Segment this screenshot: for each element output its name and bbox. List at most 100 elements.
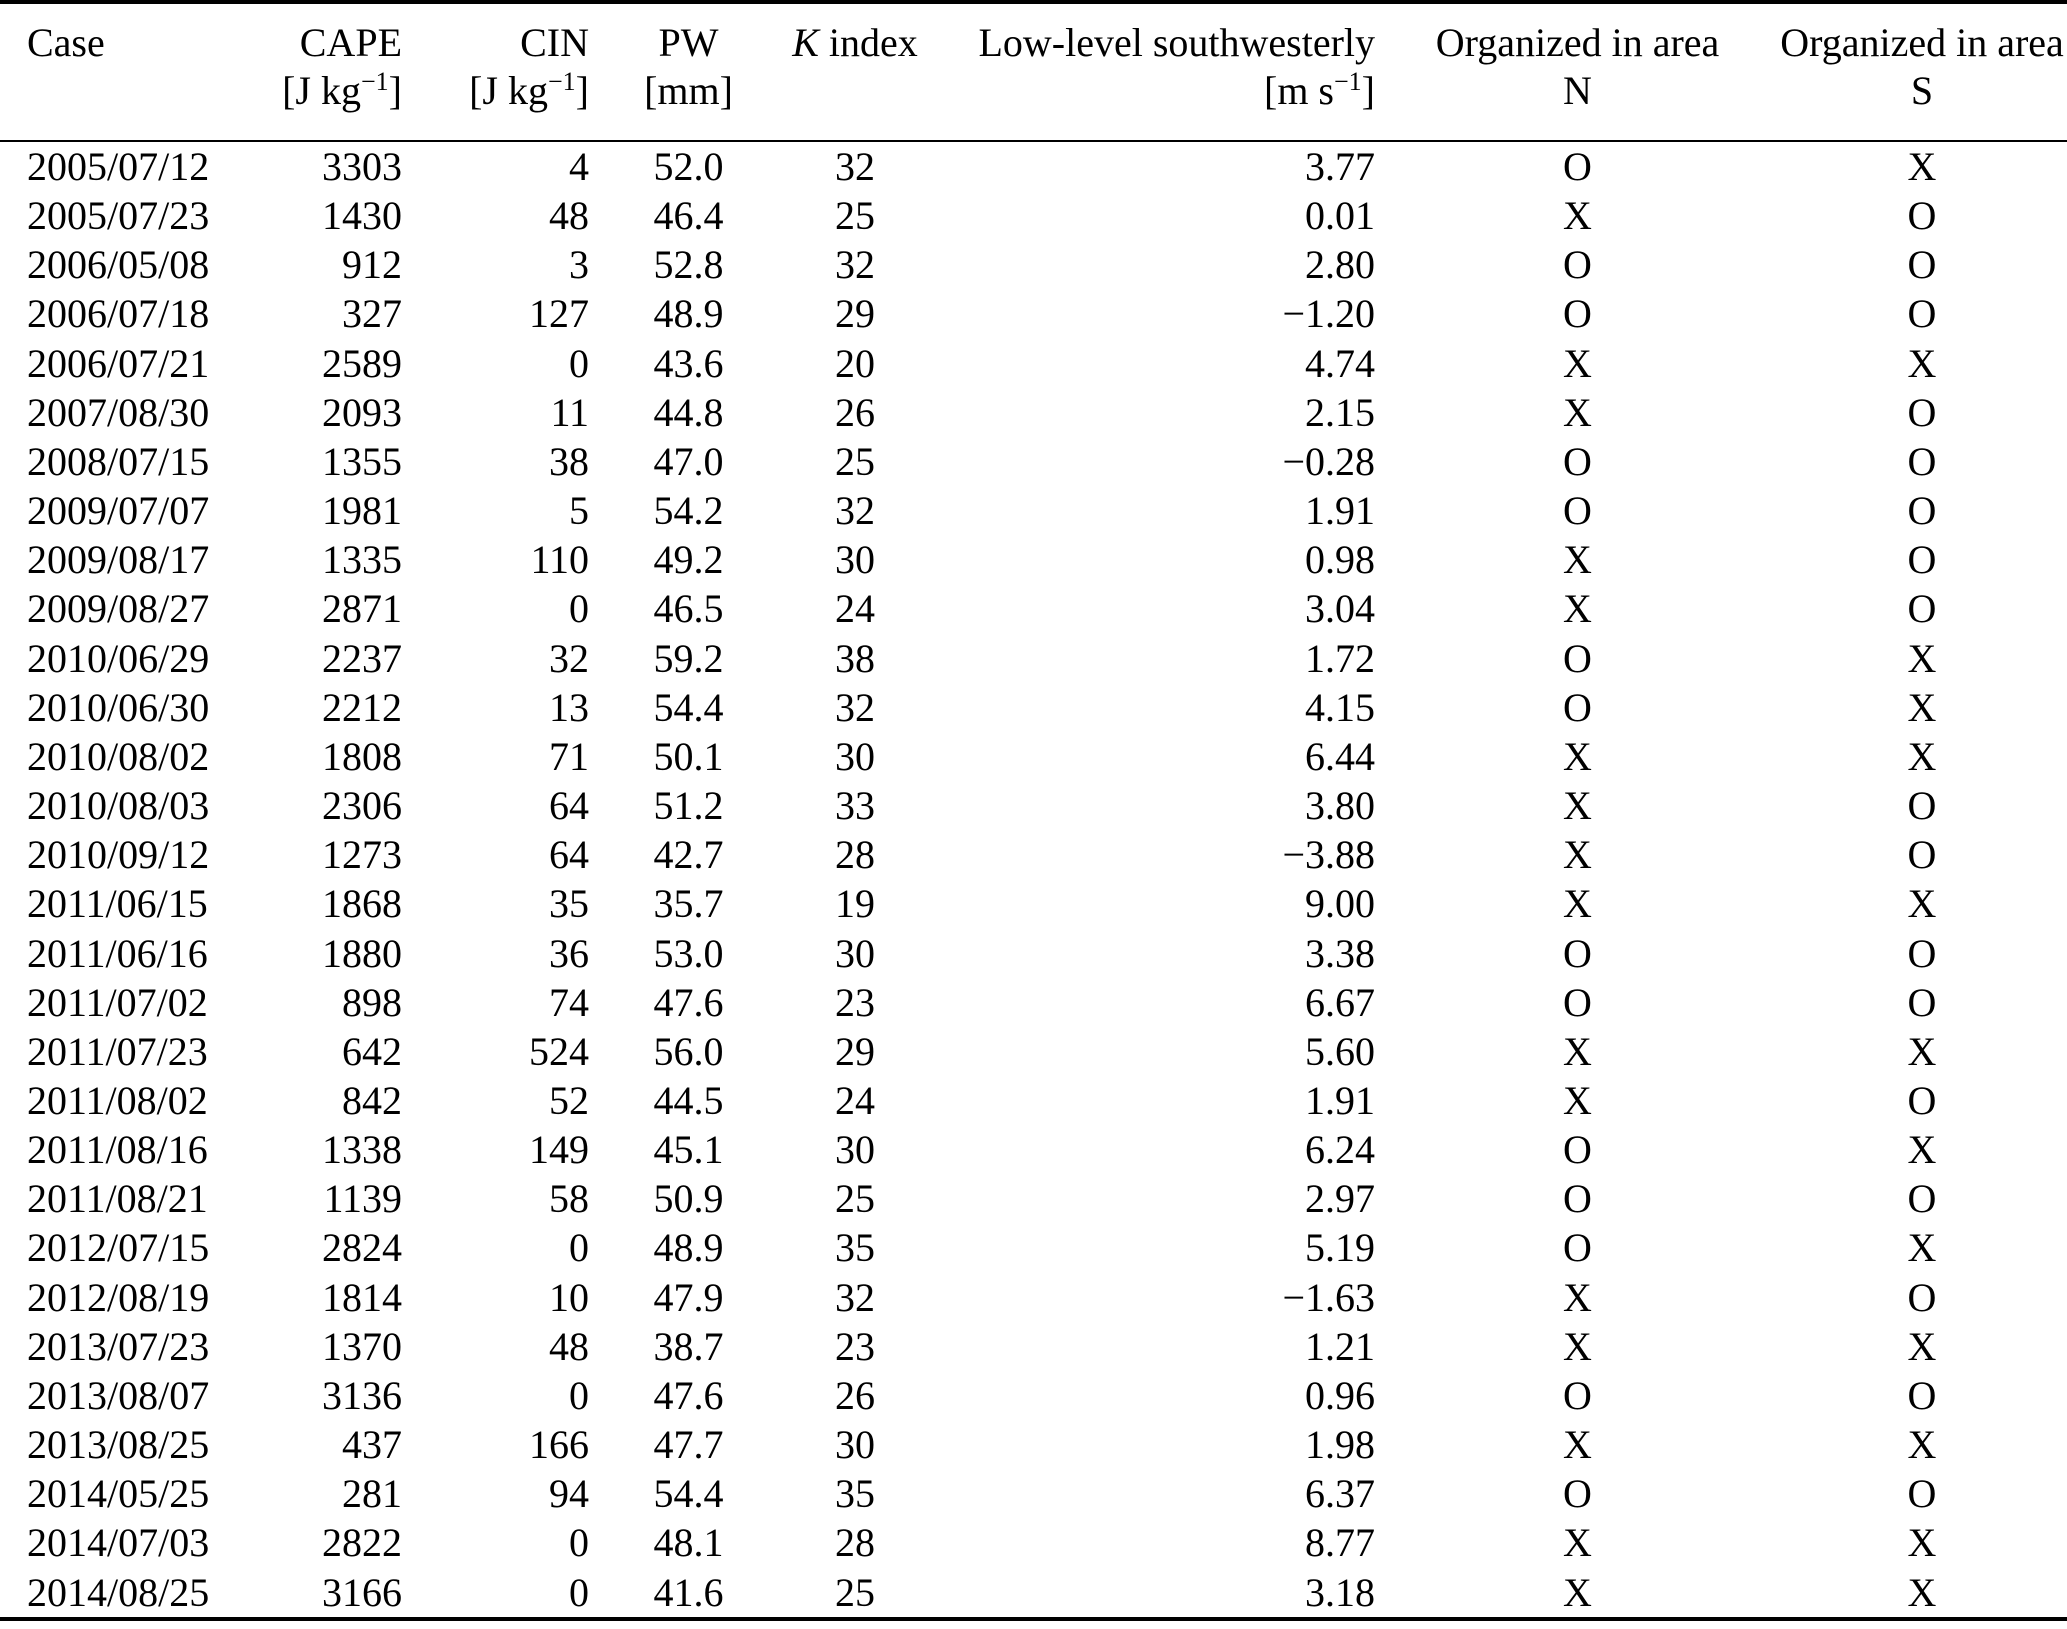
header-case: Case xyxy=(27,20,105,65)
k-index-cell: 32 xyxy=(835,144,875,189)
cin-cell: 71 xyxy=(549,733,589,779)
header-organized-n: Organized in area xyxy=(1435,20,1720,65)
organized-s-cell: O xyxy=(1907,438,1937,484)
case-cell: 2006/07/21 xyxy=(27,340,210,386)
header-pw-unit: [mm] xyxy=(592,66,785,142)
case-cell: 2005/07/23 xyxy=(27,193,210,239)
case-cell: 2010/08/03 xyxy=(27,783,210,829)
southwesterly-cell: 6.37 xyxy=(1305,1471,1375,1517)
organized-n-cell: O xyxy=(1563,1176,1592,1222)
table-row: 2009/08/27 2871 0 46.5 24 3.04 X O xyxy=(0,584,2067,633)
pw-cell: 50.9 xyxy=(653,1176,724,1222)
cape-cell: 327 xyxy=(342,291,402,337)
cin-cell: 5 xyxy=(569,488,589,534)
southwesterly-cell: −0.28 xyxy=(1282,438,1375,484)
case-cell: 2013/07/23 xyxy=(27,1323,210,1369)
southwesterly-cell: 3.80 xyxy=(1305,783,1375,829)
table-row: 2005/07/12 3303 4 52.0 32 3.77 O X xyxy=(0,141,2067,191)
case-cell: 2014/08/25 xyxy=(27,1569,210,1615)
table-row: 2013/08/25 437 166 47.7 30 1.98 X X xyxy=(0,1420,2067,1469)
case-cell: 2011/06/16 xyxy=(27,930,208,976)
cape-cell: 1430 xyxy=(322,193,402,239)
table-row: 2011/07/02 898 74 47.6 23 6.67 O O xyxy=(0,978,2067,1027)
southwesterly-cell: 3.04 xyxy=(1305,586,1375,632)
case-cell: 2012/08/19 xyxy=(27,1274,210,1320)
southwesterly-cell: 3.38 xyxy=(1305,930,1375,976)
pw-cell: 46.5 xyxy=(653,586,724,632)
table-row: 2010/08/03 2306 64 51.2 33 3.80 X O xyxy=(0,781,2067,830)
cape-cell: 1338 xyxy=(322,1127,402,1173)
case-cell: 2005/07/12 xyxy=(27,144,210,189)
organized-n-cell: O xyxy=(1563,930,1592,976)
pw-cell: 44.8 xyxy=(653,389,724,435)
organized-n-cell: X xyxy=(1563,783,1592,829)
pw-cell: 56.0 xyxy=(653,1028,724,1074)
organized-s-cell: O xyxy=(1907,1176,1937,1222)
pw-cell: 49.2 xyxy=(653,537,724,583)
organized-s-cell: X xyxy=(1907,1569,1937,1615)
pw-cell: 42.7 xyxy=(653,832,724,878)
organized-n-cell: X xyxy=(1563,537,1592,583)
pw-cell: 50.1 xyxy=(653,733,724,779)
organized-n-cell: O xyxy=(1563,684,1592,730)
k-index-cell: 29 xyxy=(835,1028,875,1074)
cin-cell: 74 xyxy=(549,979,589,1025)
pw-cell: 51.2 xyxy=(653,783,724,829)
cin-unit-exponent: −1 xyxy=(548,67,576,96)
organized-s-cell: X xyxy=(1907,1323,1937,1369)
k-index-cell: 32 xyxy=(835,1274,875,1320)
southwesterly-cell: 0.96 xyxy=(1305,1372,1375,1418)
organized-n-cell: O xyxy=(1563,1127,1592,1173)
organized-s-cell: O xyxy=(1907,586,1937,632)
organized-s-cell: X xyxy=(1907,1028,1937,1074)
k-index-cell: 20 xyxy=(835,340,875,386)
table-row: 2006/07/21 2589 0 43.6 20 4.74 X X xyxy=(0,339,2067,388)
table-body: 2005/07/12 3303 4 52.0 32 3.77 O X 2005/07/23 143… xyxy=(0,141,2067,1619)
k-index-cell: 30 xyxy=(835,537,875,583)
header-units-row: [J kg−1] [J kg−1] [mm] [m s−1] N S xyxy=(0,66,2067,142)
pw-cell: 52.0 xyxy=(653,144,724,189)
southwesterly-cell: 2.97 xyxy=(1305,1176,1375,1222)
cin-cell: 48 xyxy=(549,1323,589,1369)
cin-cell: 13 xyxy=(549,684,589,730)
cape-cell: 912 xyxy=(342,242,402,288)
cin-cell: 127 xyxy=(529,291,589,337)
pw-cell: 38.7 xyxy=(653,1323,724,1369)
cape-cell: 2824 xyxy=(322,1225,402,1271)
table-row: 2011/07/23 642 524 56.0 29 5.60 X X xyxy=(0,1027,2067,1076)
k-index-cell: 26 xyxy=(835,389,875,435)
southwesterly-cell: 1.91 xyxy=(1305,1077,1375,1123)
header-cape-unit: [J kg−1] xyxy=(215,66,405,142)
k-index-cell: 25 xyxy=(835,438,875,484)
table-header: Case CAPE CIN PW K index Low-level south… xyxy=(0,2,2067,142)
pw-cell: 47.7 xyxy=(653,1422,724,1468)
cape-unit-exponent: −1 xyxy=(361,67,389,96)
organized-n-cell: X xyxy=(1563,832,1592,878)
case-cell: 2009/08/27 xyxy=(27,586,210,632)
organized-s-cell: X xyxy=(1907,144,1937,189)
case-cell: 2011/07/23 xyxy=(27,1028,208,1074)
case-cell: 2010/06/30 xyxy=(27,684,210,730)
table-row: 2006/07/18 327 127 48.9 29 −1.20 O O xyxy=(0,289,2067,338)
southwesterly-cell: 1.21 xyxy=(1305,1323,1375,1369)
k-index-cell: 32 xyxy=(835,684,875,730)
southwesterly-cell: −1.63 xyxy=(1282,1274,1375,1320)
cin-cell: 0 xyxy=(569,586,589,632)
cape-cell: 2212 xyxy=(322,684,402,730)
organized-n-cell: O xyxy=(1563,1471,1592,1517)
table-row: 2009/07/07 1981 5 54.2 32 1.91 O O xyxy=(0,486,2067,535)
table-row: 2012/07/15 2824 0 48.9 35 5.19 O X xyxy=(0,1223,2067,1272)
k-index-cell: 33 xyxy=(835,783,875,829)
header-k-index-word: index xyxy=(818,20,918,65)
k-index-cell: 35 xyxy=(835,1471,875,1517)
case-cell: 2008/07/15 xyxy=(27,438,210,484)
cin-cell: 11 xyxy=(550,389,589,435)
header-organized-s-area: S xyxy=(1777,66,2067,142)
k-index-cell: 26 xyxy=(835,1372,875,1418)
organized-s-cell: X xyxy=(1907,733,1937,779)
southwesterly-unit-exponent: −1 xyxy=(1334,67,1362,96)
k-index-cell: 24 xyxy=(835,586,875,632)
k-index-cell: 30 xyxy=(835,1127,875,1173)
organized-s-cell: O xyxy=(1907,1274,1937,1320)
